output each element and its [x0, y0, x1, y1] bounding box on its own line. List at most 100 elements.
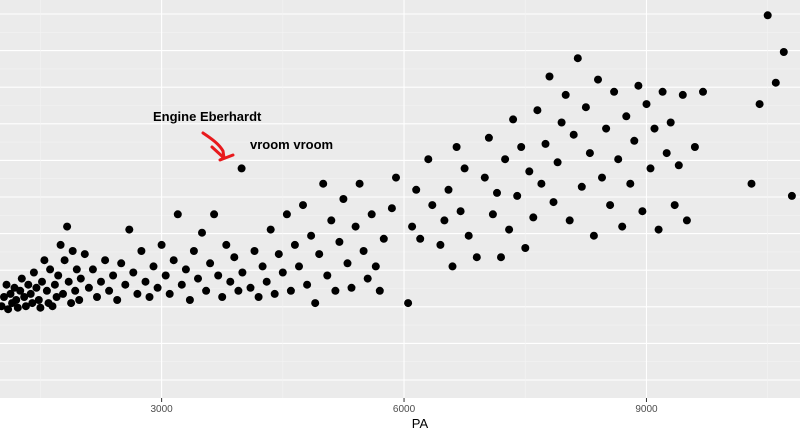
- data-point: [286, 286, 295, 295]
- data-point: [105, 286, 114, 295]
- data-point: [76, 274, 85, 283]
- data-point: [121, 280, 130, 289]
- data-point: [157, 240, 166, 249]
- data-point: [32, 283, 41, 292]
- data-point: [436, 240, 445, 249]
- data-point: [440, 216, 449, 225]
- data-point: [270, 289, 279, 298]
- data-point: [40, 256, 49, 265]
- data-point: [650, 124, 659, 133]
- data-point: [125, 225, 134, 234]
- data-point: [145, 293, 154, 301]
- data-point: [517, 143, 526, 151]
- data-point: [787, 191, 796, 200]
- data-point: [266, 225, 275, 234]
- data-point: [557, 118, 566, 127]
- data-point: [343, 259, 352, 268]
- data-point: [585, 149, 594, 158]
- data-point: [594, 75, 602, 84]
- data-point: [52, 293, 61, 301]
- data-point: [387, 204, 396, 213]
- data-point: [747, 179, 756, 188]
- data-point: [36, 303, 45, 312]
- x-axis-ticks: 3000 6000 9000: [150, 398, 658, 415]
- data-point: [38, 277, 46, 286]
- data-point: [464, 231, 473, 240]
- data-point: [509, 115, 518, 124]
- data-point: [472, 253, 481, 262]
- data-point: [63, 222, 72, 231]
- data-point: [210, 210, 219, 219]
- data-point: [690, 143, 699, 151]
- data-point: [2, 280, 11, 289]
- data-point: [202, 286, 211, 295]
- data-point: [238, 268, 247, 277]
- data-point: [484, 133, 493, 142]
- data-point: [375, 286, 384, 295]
- x-tick-label: 3000: [150, 404, 173, 415]
- data-point: [34, 296, 43, 304]
- data-point: [412, 185, 421, 194]
- data-point: [6, 289, 15, 298]
- data-point: [549, 198, 558, 207]
- data-point: [303, 280, 312, 289]
- data-point: [149, 262, 158, 271]
- data-point: [133, 289, 142, 298]
- data-point: [622, 112, 631, 121]
- data-point: [626, 179, 635, 188]
- data-points: [0, 11, 796, 314]
- data-point: [226, 277, 235, 286]
- x-tick-label: 9000: [635, 404, 658, 415]
- data-point: [606, 201, 615, 210]
- data-point: [642, 100, 651, 109]
- data-point: [16, 286, 25, 295]
- data-point: [0, 293, 8, 301]
- data-point: [54, 271, 63, 280]
- data-point: [4, 305, 13, 314]
- data-point: [561, 90, 570, 99]
- data-point: [109, 271, 118, 280]
- data-point: [258, 262, 267, 271]
- data-point: [24, 280, 33, 289]
- data-point: [351, 222, 360, 231]
- data-point: [42, 286, 51, 295]
- data-point: [424, 155, 433, 164]
- data-point: [497, 253, 505, 262]
- data-point: [618, 222, 627, 231]
- data-point: [274, 250, 283, 259]
- data-point: [48, 302, 57, 311]
- data-point: [614, 155, 623, 164]
- annotation-vroom-vroom: vroom vroom: [250, 137, 333, 152]
- data-point: [428, 201, 437, 210]
- data-point: [189, 247, 198, 255]
- data-point: [177, 280, 186, 289]
- data-point: [404, 299, 413, 308]
- data-point: [355, 179, 364, 188]
- data-point: [779, 48, 788, 56]
- data-point: [222, 240, 231, 249]
- data-point: [153, 283, 162, 292]
- red-arrow-annotation: [201, 131, 235, 162]
- data-point: [363, 274, 372, 283]
- data-point: [630, 136, 639, 145]
- data-point: [589, 231, 598, 240]
- data-point: [165, 289, 174, 298]
- data-point: [763, 11, 772, 20]
- data-point: [50, 280, 59, 289]
- x-tick-label: 6000: [393, 404, 416, 415]
- data-point: [307, 231, 316, 240]
- data-point: [359, 247, 368, 255]
- grid-lines: [0, 0, 800, 398]
- data-point: [21, 302, 30, 311]
- data-point: [379, 234, 388, 243]
- data-point: [117, 259, 126, 268]
- data-point: [28, 299, 37, 308]
- data-point: [331, 286, 340, 295]
- data-point: [93, 293, 101, 301]
- data-point: [12, 296, 21, 304]
- data-point: [480, 173, 489, 182]
- data-point: [634, 81, 643, 90]
- data-point: [662, 149, 671, 158]
- data-point: [17, 274, 26, 283]
